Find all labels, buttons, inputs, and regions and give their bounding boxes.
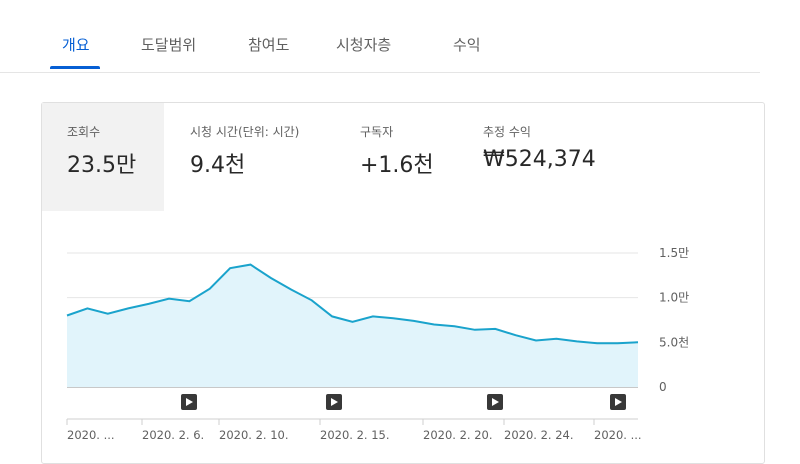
x-tick-label: 2020. ...: [594, 428, 642, 442]
active-tab-indicator: [50, 66, 100, 69]
metric-revenue-label: 추정 수익: [483, 125, 531, 139]
video-marker-icon[interactable]: [181, 394, 197, 410]
metric-views[interactable]: 조회수 23.5만: [42, 103, 164, 211]
video-marker-icon[interactable]: [487, 394, 503, 410]
x-tick-label: 2020. 2. 6.: [142, 428, 204, 442]
x-tick-label: 2020. ...: [67, 428, 115, 442]
y-tick-label: 1.5만: [659, 246, 689, 260]
metric-subscribers-label: 구독자: [360, 125, 394, 139]
metric-subscribers[interactable]: 구독자 +1.6천: [334, 103, 456, 211]
x-tick-label: 2020. 2. 24.: [504, 428, 574, 442]
metric-views-value: 23.5만: [67, 153, 137, 178]
views-chart: 1.5만 1.0만 5.0천 0 2020. ... 2020. 2. 6. 2020. …: [66, 246, 689, 442]
x-tick-label: 2020. 2. 20.: [423, 428, 493, 442]
y-tick-label: 1.0만: [659, 291, 689, 305]
video-marker-icon[interactable]: [610, 394, 626, 410]
analytics-card: 조회수 23.5만 시청 시간(단위: 시간) 9.4천 구독자 +1.6천 추…: [41, 102, 765, 464]
metric-revenue[interactable]: 추정 수익 ₩524,374: [456, 103, 636, 211]
y-tick-label: 5.0천: [659, 334, 689, 349]
metric-watch-time-value: 9.4천: [190, 153, 246, 178]
metric-watch-time-label: 시청 시간(단위: 시간): [190, 125, 300, 139]
metric-subscribers-value: +1.6천: [360, 153, 434, 178]
tab-bar: 개요 도달범위 참여도 시청자층 수익: [0, 0, 760, 73]
metric-revenue-value: ₩524,374: [483, 147, 596, 172]
x-tick-label: 2020. 2. 15.: [320, 428, 390, 442]
metric-watch-time[interactable]: 시청 시간(단위: 시간) 9.4천: [164, 103, 334, 211]
chart-series-line: [66, 263, 639, 345]
metric-views-label: 조회수: [67, 125, 101, 139]
video-marker-icon[interactable]: [326, 394, 342, 410]
tab-audience[interactable]: 시청자층: [336, 36, 392, 54]
tab-overview[interactable]: 개요: [62, 36, 90, 54]
tab-reach[interactable]: 도달범위: [141, 36, 197, 54]
y-tick-label: 0: [659, 380, 667, 394]
tab-revenue[interactable]: 수익: [453, 36, 481, 54]
chart-area-fill: [67, 264, 638, 387]
tab-engagement[interactable]: 참여도: [248, 36, 290, 54]
x-tick-label: 2020. 2. 10.: [219, 428, 289, 442]
